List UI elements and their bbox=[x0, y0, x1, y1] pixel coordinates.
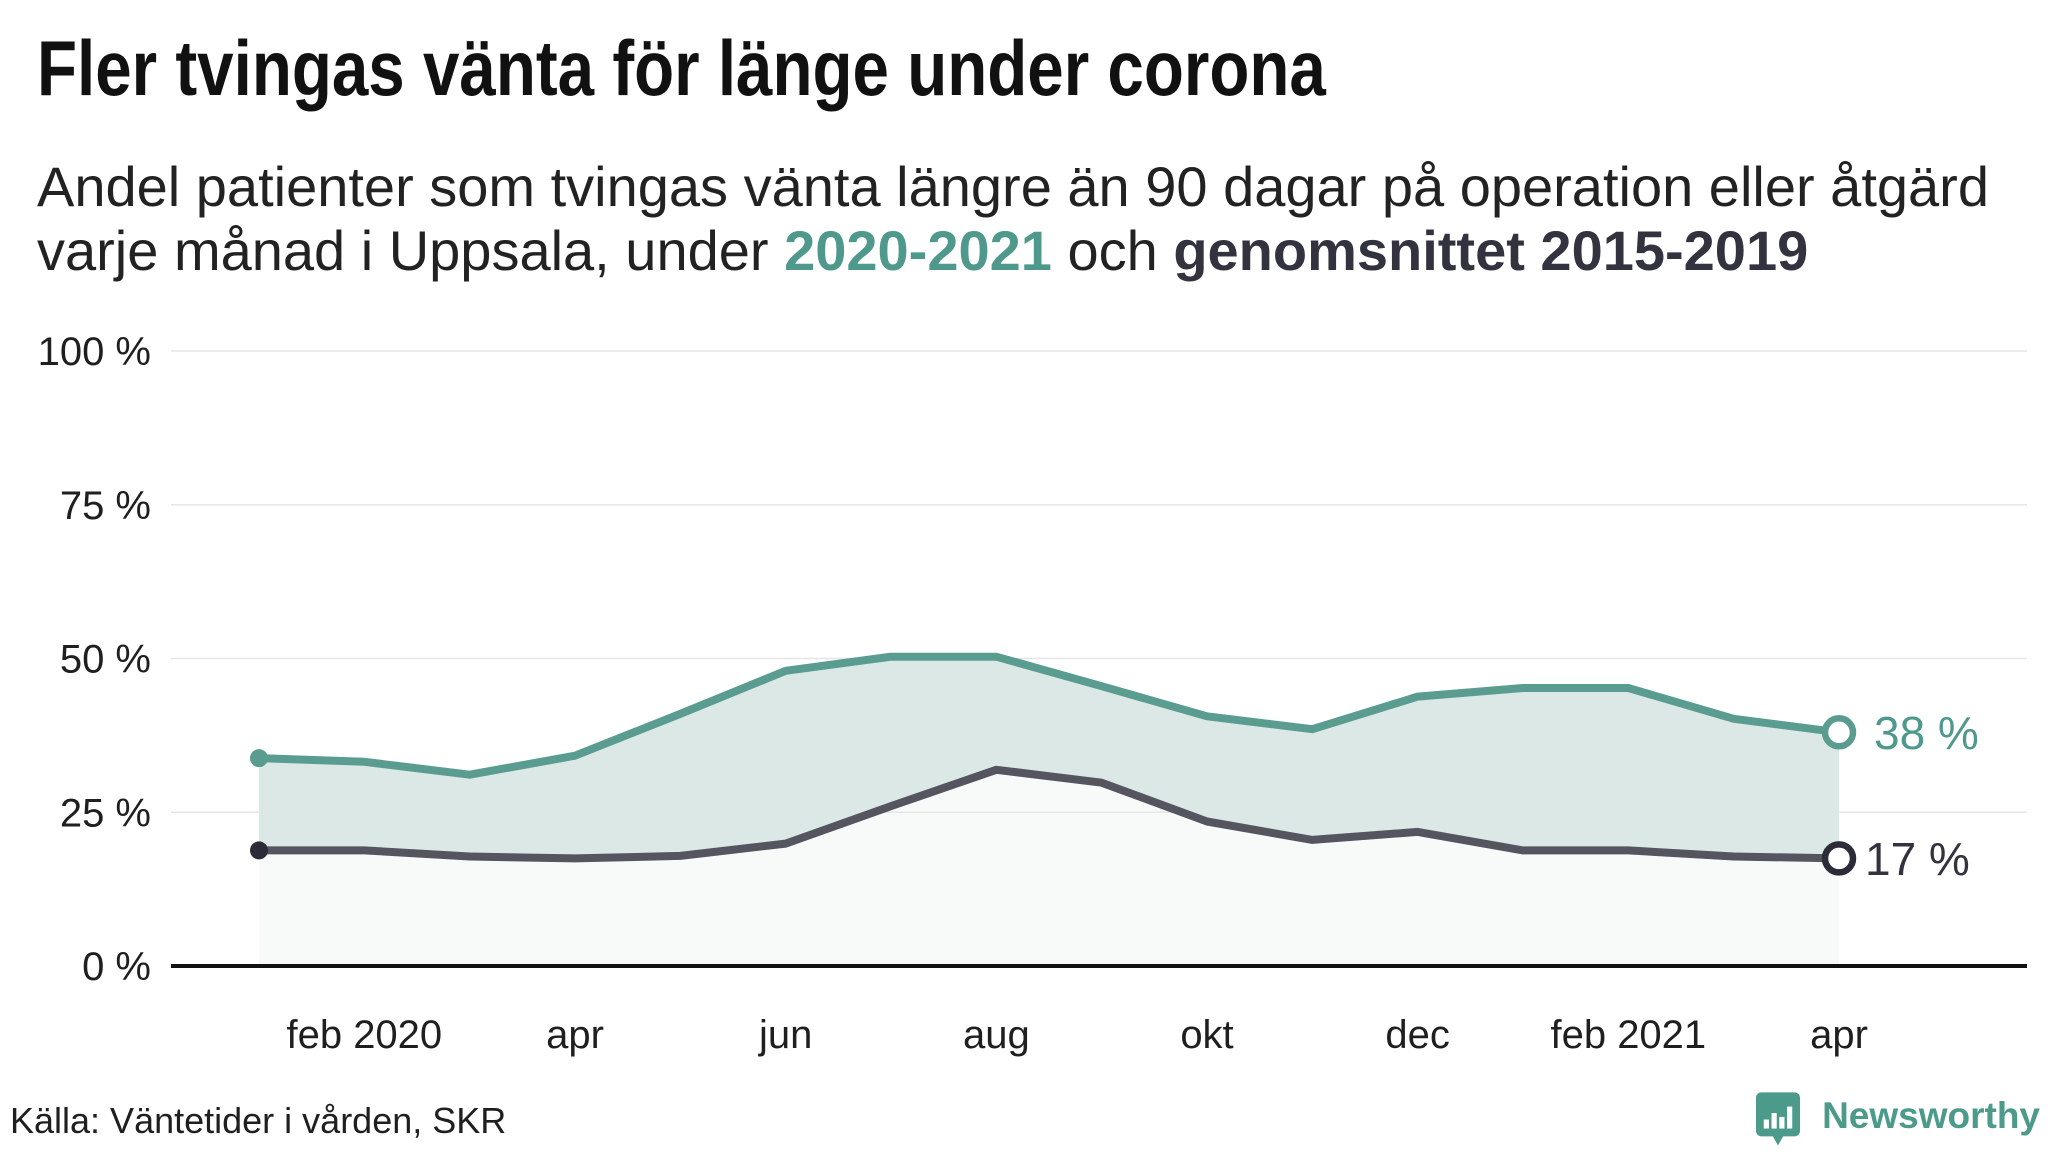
data-point bbox=[1414, 828, 1422, 836]
data-point bbox=[1098, 779, 1106, 787]
data-point bbox=[466, 771, 474, 779]
y-tick-label: 100 % bbox=[38, 330, 151, 374]
data-point bbox=[676, 710, 684, 718]
y-axis-labels: 0 % 25 % 50 % 75 % 100 % bbox=[38, 330, 151, 989]
source-note: Källa: Väntetider i vården, SKR bbox=[10, 1100, 507, 1141]
chart-subtitle: Andel patienter som tvingas vänta längre… bbox=[37, 155, 1989, 283]
start-marker bbox=[250, 749, 268, 768]
data-point bbox=[992, 766, 1000, 774]
series-line bbox=[255, 765, 1843, 863]
series-0: 38 % bbox=[250, 652, 1979, 779]
x-axis-labels: feb 2020 apr jun aug okt dec feb 2021 apr bbox=[286, 1013, 1867, 1057]
data-point bbox=[992, 653, 1000, 661]
data-point bbox=[782, 667, 790, 675]
data-point bbox=[1624, 846, 1632, 854]
end-value-label: 17 % bbox=[1865, 833, 1970, 885]
data-point bbox=[887, 802, 895, 810]
subtitle-line-1: Andel patienter som tvingas vänta längre… bbox=[37, 155, 1989, 218]
series-1: 17 % bbox=[250, 765, 1970, 885]
data-point bbox=[1308, 836, 1316, 844]
x-tick-label: aug bbox=[963, 1013, 1030, 1057]
x-tick-label: apr bbox=[1810, 1013, 1868, 1057]
data-point bbox=[571, 854, 579, 862]
y-tick-label: 50 % bbox=[60, 638, 151, 682]
data-point bbox=[1730, 853, 1738, 861]
x-tick-label: feb 2020 bbox=[286, 1013, 442, 1057]
y-tick-label: 0 % bbox=[82, 945, 151, 989]
data-point bbox=[887, 653, 895, 661]
data-point bbox=[1519, 684, 1527, 692]
end-value-label: 38 % bbox=[1874, 707, 1979, 759]
data-point bbox=[1308, 725, 1316, 733]
legend-series-2020-2021: 2020-2021 bbox=[784, 219, 1052, 282]
data-point bbox=[1203, 712, 1211, 720]
data-point bbox=[1730, 715, 1738, 723]
data-point bbox=[360, 846, 368, 854]
data-point bbox=[360, 758, 368, 766]
data-point bbox=[1519, 846, 1527, 854]
subtitle-line-2-joiner: och bbox=[1051, 219, 1174, 282]
end-marker bbox=[1821, 715, 1857, 750]
x-tick-label: apr bbox=[546, 1013, 604, 1057]
end-marker bbox=[1821, 841, 1857, 876]
x-tick-label: feb 2021 bbox=[1550, 1013, 1706, 1057]
data-point bbox=[466, 853, 474, 861]
y-tick-label: 75 % bbox=[60, 484, 151, 528]
data-point bbox=[676, 852, 684, 860]
start-marker bbox=[250, 841, 268, 860]
data-point bbox=[782, 840, 790, 848]
bar-chart-speech-bubble-icon bbox=[1756, 1092, 1801, 1146]
data-point bbox=[1414, 693, 1422, 701]
legend-series-average-2015-2019: genomsnittet 2015-2019 bbox=[1173, 219, 1809, 282]
data-point bbox=[1203, 817, 1211, 825]
x-tick-label: dec bbox=[1385, 1013, 1450, 1057]
x-tick-label: okt bbox=[1180, 1013, 1233, 1057]
logo-text: Newsworthy bbox=[1822, 1095, 2040, 1136]
x-tick-label: jun bbox=[758, 1013, 812, 1057]
area-below-average bbox=[259, 769, 1839, 966]
series-line bbox=[255, 652, 1843, 779]
chart-title: Fler tvingas vänta för länge under coron… bbox=[37, 24, 1326, 112]
y-tick-label: 25 % bbox=[60, 791, 151, 835]
data-point bbox=[1624, 684, 1632, 692]
data-point bbox=[1098, 682, 1106, 690]
data-point bbox=[571, 752, 579, 760]
subtitle-line-2: varje månad i Uppsala, under 2020-2021 o… bbox=[37, 219, 1989, 283]
area-between-series bbox=[259, 656, 1839, 859]
subtitle-line-2-prefix: varje månad i Uppsala, under bbox=[37, 219, 785, 282]
newsworthy-logo: Newsworthy bbox=[1756, 1092, 2040, 1147]
